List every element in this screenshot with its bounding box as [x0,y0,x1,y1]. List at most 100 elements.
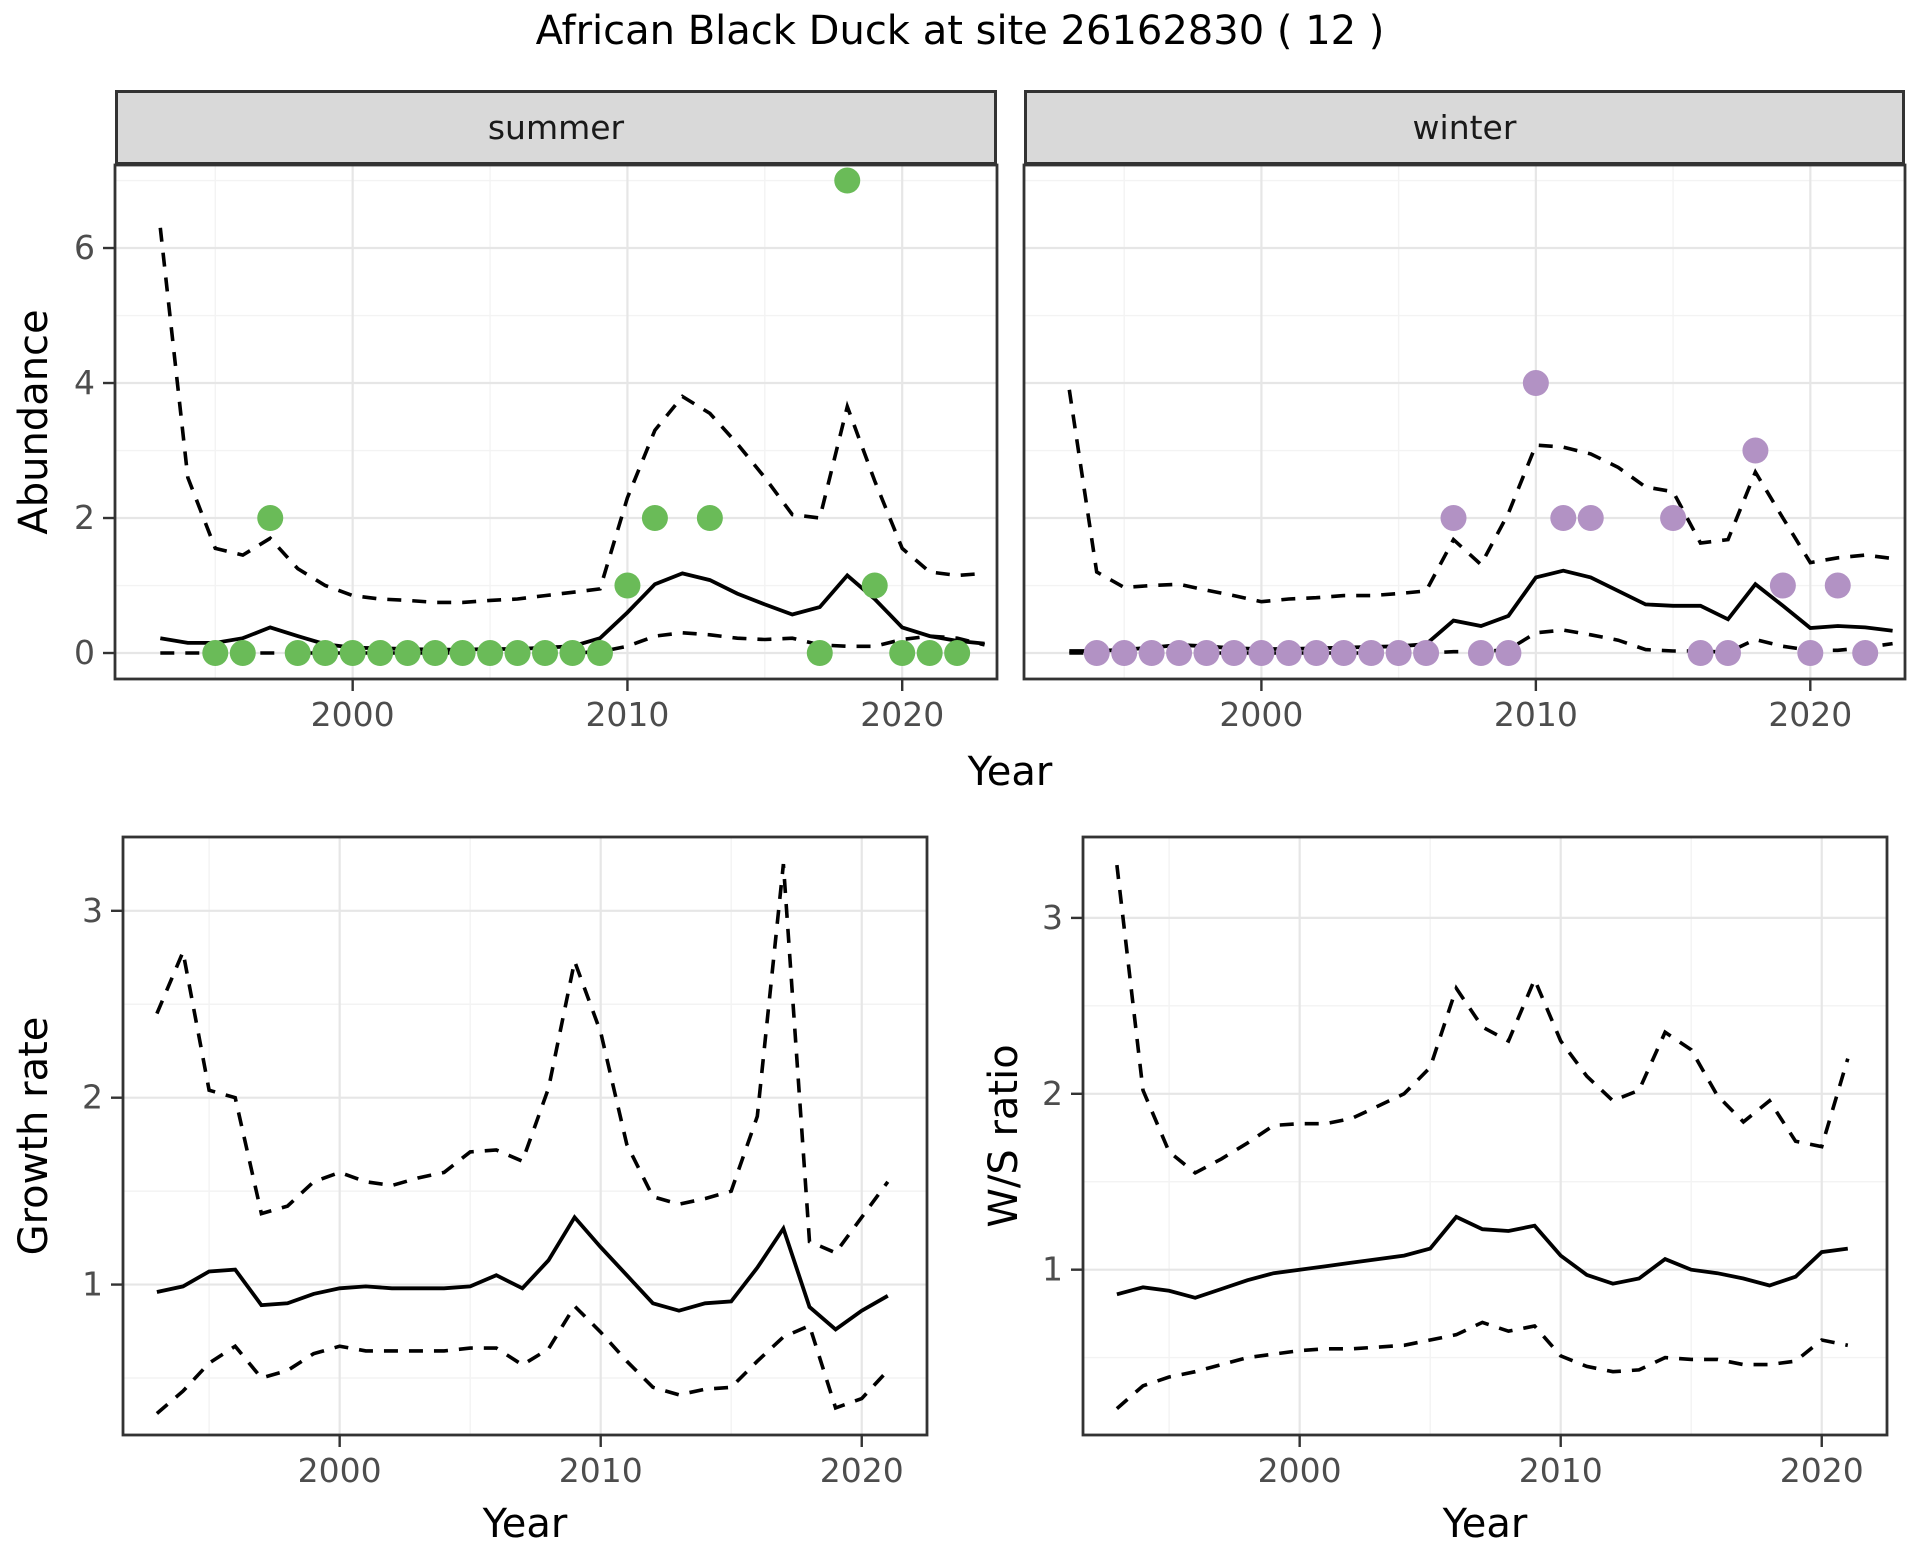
x-tick-label: 2020 [820,1451,904,1490]
x-tick-label: 2010 [559,1451,643,1490]
panel-grid-ws [1083,837,1887,1435]
facet-strip-summer-label: summer [487,108,625,147]
observation-point [1303,640,1330,667]
observation-point [944,640,971,667]
observation-point [1083,640,1110,667]
observation-point [1577,505,1604,532]
y-tick-label: 4 [74,363,95,402]
panel-border-summer [113,163,999,681]
x-tick-label: 2020 [1768,695,1852,734]
fit-line [1069,568,1893,653]
y-tick-label: 2 [1042,1074,1063,1113]
observation-point [1687,640,1714,667]
fit-line [1116,1214,1849,1300]
observation-point [477,640,504,667]
panel-border-ws [1081,835,1889,1437]
ci-upper-line [158,227,985,605]
panel-grid-summer [115,165,997,679]
observation-point [586,640,613,667]
observation-point [1138,640,1165,667]
observation-point [257,505,284,532]
ci-lower-line [1115,1320,1849,1410]
y-tick-label: 3 [82,891,103,930]
observation-point [559,640,586,667]
panel-grid-winter [1024,165,1905,679]
observation-point [1413,640,1440,667]
y-tick-label: 6 [74,228,95,267]
x-tick-label: 2020 [1780,1451,1864,1490]
observation-point [1248,640,1275,667]
panel-series-summer [158,167,986,667]
panel-border-winter [1022,163,1907,681]
observation-point [916,640,943,667]
observation-point [1467,640,1494,667]
observation-point [1852,640,1879,667]
facet-strip-summer: summer [115,90,997,165]
y-tick-label: 0 [74,633,95,672]
panel-series-ws [1115,864,1850,1410]
observation-point [1220,640,1247,667]
x-tick-label: 2000 [298,1451,382,1490]
y-tick-label: 1 [82,1265,103,1304]
observation-point [1742,437,1769,464]
observation-point [1522,370,1549,397]
observation-point [861,572,888,599]
figure-title: African Black Duck at site 26162830 ( 12… [535,8,1385,54]
panel-series-winter [1067,370,1893,667]
observation-point [284,640,311,667]
observation-point [339,640,366,667]
observation-point [1275,640,1302,667]
x-tick-label: 2010 [1494,695,1578,734]
observation-point [614,572,641,599]
observation-point [1824,572,1851,599]
observation-point [229,640,256,667]
x-tick-label: 2020 [860,695,944,734]
observation-point [449,640,476,667]
x-tick-label: 2000 [1219,695,1303,734]
observation-point [367,640,394,667]
y-tick-label: 3 [1042,898,1063,937]
observation-point [422,640,449,667]
observation-point [1660,505,1687,532]
observation-point [532,640,559,667]
observation-point [1166,640,1193,667]
observation-point [806,640,833,667]
x-tick-label: 2010 [585,695,669,734]
observation-point [1797,640,1824,667]
observation-point [1550,505,1577,532]
y-tick-label: 1 [1042,1250,1063,1289]
x-tick-label: 2000 [311,695,395,734]
panel-grid-growth [123,837,927,1435]
observation-point [641,505,668,532]
ci-upper-line [1067,389,1893,604]
ci-lower-line [155,1303,890,1415]
panel-border-growth [121,835,929,1437]
y-tick-label: 2 [74,498,95,537]
observation-point [1330,640,1357,667]
facet-strip-winter: winter [1024,90,1905,165]
x-tick-label: 2010 [1519,1451,1603,1490]
observation-point [394,640,421,667]
observation-point [202,640,229,667]
facet-strip-winter-label: winter [1412,108,1517,147]
observation-point [312,640,339,667]
observation-point [1193,640,1220,667]
observation-point [889,640,916,667]
observation-point [1385,640,1412,667]
observation-point [696,505,723,532]
y-tick-label: 2 [82,1078,103,1117]
x-tick-label: 2000 [1258,1451,1342,1490]
observation-point [1358,640,1385,667]
observation-point [1769,572,1796,599]
ws-x-axis-title: Year [1442,1501,1528,1547]
ci-upper-line [1115,864,1850,1176]
ci-upper-line [155,863,890,1256]
abundance-x-axis-title: Year [967,749,1053,795]
panel-series-growth [155,863,890,1415]
growth-x-axis-title: Year [482,1501,568,1547]
observation-point [1440,505,1467,532]
observation-point [1111,640,1138,667]
observation-point [834,167,861,194]
